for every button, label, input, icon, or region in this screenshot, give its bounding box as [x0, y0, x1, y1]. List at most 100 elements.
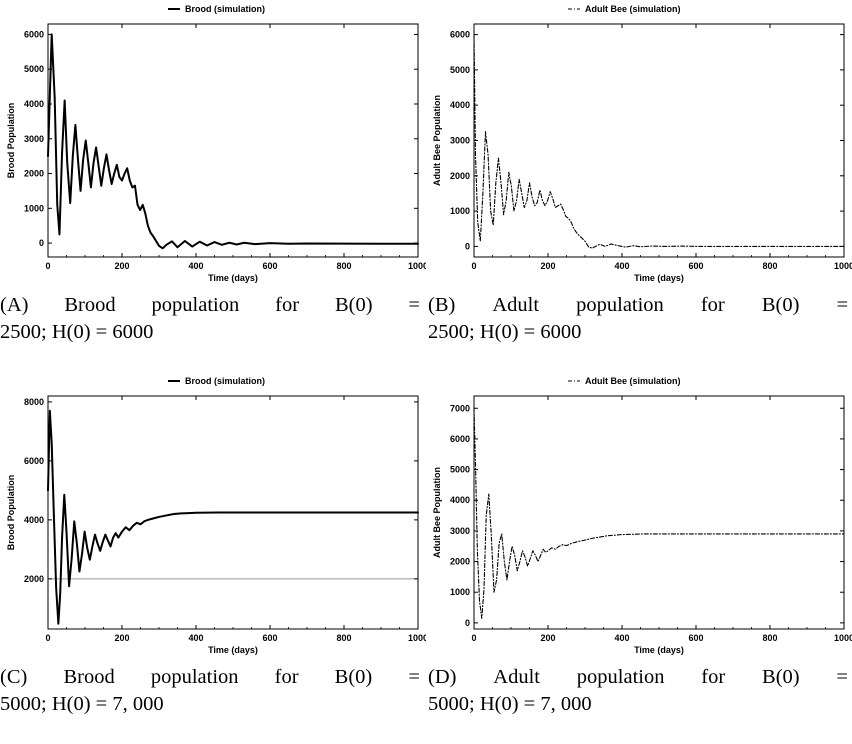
- x-tick-label: 200: [540, 633, 555, 643]
- caption-word: Brood: [64, 294, 116, 316]
- caption-word: for: [274, 666, 299, 688]
- figure-panel-c: Brood (simulation) 0 200 400 600 800 1000 2000 4…: [0, 372, 426, 744]
- y-tick-label: 2000: [450, 171, 470, 181]
- caption-label-d: (D): [428, 666, 457, 688]
- figure-panel-d: Adult Bee (simulation) 0 200 400 600 800 1000 0…: [426, 372, 852, 744]
- caption-line2-d: 5000; H(0) = 7, 000: [428, 693, 592, 715]
- caption-word: population: [151, 294, 240, 316]
- x-tick-label: 0: [45, 633, 50, 643]
- plot-frame: [473, 395, 845, 630]
- caption-a: (A) Brood population for B(0) = 2500; H(…: [0, 292, 420, 346]
- caption-word: B(0): [762, 666, 800, 688]
- x-tick-label: 1000: [834, 633, 852, 643]
- x-tick-label: 400: [188, 633, 203, 643]
- chart-d: Adult Bee (simulation) 0 200 400 600 800 1000 0…: [432, 376, 852, 655]
- y-tick-label: 6000: [24, 456, 44, 466]
- x-axis-title: Time (days): [208, 273, 258, 283]
- y-tick-label: 5000: [24, 64, 44, 74]
- x-tick-label: 400: [614, 633, 629, 643]
- caption-word: for: [275, 294, 300, 316]
- x-tick-label: 600: [262, 261, 277, 271]
- caption-label-c: (C): [0, 666, 28, 688]
- y-tick-label: 1000: [24, 203, 44, 213]
- caption-word: =: [836, 294, 848, 316]
- y-tick-label: 7000: [450, 403, 470, 413]
- y-tick-label: 2000: [24, 169, 44, 179]
- y-tick-label: 8000: [24, 397, 44, 407]
- x-axis-title: Time (days): [208, 645, 258, 655]
- caption-word: for: [701, 666, 726, 688]
- caption-d: (D) Adult population for B(0) = 5000; H(…: [428, 664, 848, 718]
- chart-b: Adult Bee (simulation) 0 200 400 600 800 1000 0…: [432, 4, 852, 283]
- caption-line2-c: 5000; H(0) = 7, 000: [0, 693, 164, 715]
- caption-word: B(0): [761, 294, 800, 316]
- x-tick-label: 200: [540, 261, 555, 271]
- x-tick-label: 200: [114, 633, 129, 643]
- series-line: [47, 409, 419, 625]
- legend: Brood (simulation): [168, 376, 265, 386]
- x-axis-title: Time (days): [634, 645, 684, 655]
- y-tick-label: 6000: [450, 30, 470, 40]
- figure-panel-b: Adult Bee (simulation) 0 200 400 600 800 1000 0…: [426, 0, 852, 372]
- y-tick-label: 4000: [24, 99, 44, 109]
- x-tick-label: 1000: [408, 261, 426, 271]
- caption-line2-b: 2500; H(0) = 6000: [428, 321, 582, 343]
- y-tick-label: 2000: [24, 574, 44, 584]
- caption-word: population: [150, 666, 239, 688]
- y-tick-label: 5000: [450, 465, 470, 475]
- caption-c: (C) Brood population for B(0) = 5000; H(…: [0, 664, 420, 718]
- x-tick-label: 800: [336, 633, 351, 643]
- caption-word: =: [408, 666, 420, 688]
- legend: Brood (simulation): [168, 4, 265, 14]
- x-tick-label: 0: [471, 633, 476, 643]
- y-tick-label: 5000: [450, 65, 470, 75]
- x-tick-label: 800: [336, 261, 351, 271]
- y-tick-label: 4000: [450, 100, 470, 110]
- y-tick-label: 0: [465, 241, 470, 251]
- x-axis-title: Time (days): [634, 273, 684, 283]
- y-tick-label: 0: [39, 238, 44, 248]
- y-tick-label: 1000: [450, 587, 470, 597]
- y-tick-label: 0: [465, 618, 470, 628]
- legend-label: Adult Bee (simulation): [585, 376, 681, 386]
- series-line: [47, 33, 419, 250]
- caption-b: (B) Adult population for B(0) = 2500; H(…: [428, 292, 848, 346]
- caption-word: =: [408, 294, 420, 316]
- caption-word: for: [700, 294, 725, 316]
- caption-word: B(0): [334, 294, 373, 316]
- y-tick-label: 3000: [24, 134, 44, 144]
- caption-word: Brood: [63, 666, 115, 688]
- caption-word: =: [836, 666, 848, 688]
- y-axis-title: Brood Population: [6, 103, 16, 179]
- caption-word: population: [576, 294, 664, 316]
- legend-label: Brood (simulation): [185, 4, 265, 14]
- y-axis-title: Adult Bee Population: [432, 95, 442, 186]
- x-tick-label: 400: [188, 261, 203, 271]
- plot-frame: [47, 23, 419, 258]
- y-tick-label: 6000: [450, 434, 470, 444]
- caption-label-b: (B): [428, 294, 456, 316]
- legend: Adult Bee (simulation): [568, 4, 681, 14]
- chart-a: Brood (simulation) 0 200 400 600 800 1000 0 1000…: [6, 4, 426, 283]
- y-tick-label: 1000: [450, 206, 470, 216]
- caption-label-a: (A): [0, 294, 29, 316]
- x-tick-label: 600: [262, 633, 277, 643]
- y-tick-label: 2000: [450, 557, 470, 567]
- x-tick-label: 600: [688, 261, 703, 271]
- x-tick-label: 800: [762, 261, 777, 271]
- x-tick-label: 1000: [834, 261, 852, 271]
- legend-label: Brood (simulation): [185, 376, 265, 386]
- x-tick-label: 400: [614, 261, 629, 271]
- x-tick-label: 1000: [408, 633, 426, 643]
- series-line: [473, 407, 845, 619]
- legend: Adult Bee (simulation): [568, 376, 681, 386]
- plot-frame: [473, 23, 845, 258]
- figure-panel-a: Brood (simulation) 0 200 400 600 800 1000 0 1000…: [0, 0, 426, 372]
- x-tick-label: 600: [688, 633, 703, 643]
- y-tick-label: 4000: [24, 515, 44, 525]
- x-tick-label: 0: [471, 261, 476, 271]
- caption-word: B(0): [334, 666, 373, 688]
- caption-word: population: [576, 666, 665, 688]
- y-tick-label: 3000: [450, 136, 470, 146]
- y-axis-title: Adult Bee Population: [432, 467, 442, 558]
